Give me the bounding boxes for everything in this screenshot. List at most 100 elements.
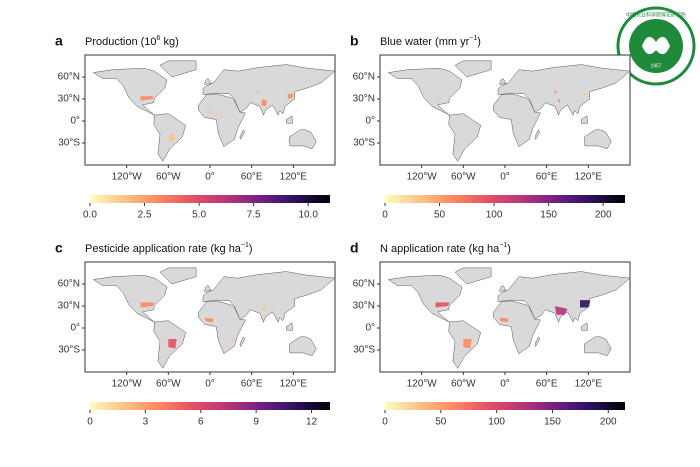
x-tick-label: 0° <box>205 379 215 390</box>
crop-area <box>463 339 472 349</box>
land <box>288 129 317 150</box>
crop-area <box>435 96 440 99</box>
x-tick-label: 60°E <box>241 379 263 390</box>
colorbar-tick-label: 0.0 <box>83 210 97 221</box>
y-tick-label: 30°S <box>353 345 375 356</box>
title-part: −1 <box>469 35 477 42</box>
y-tick-label: 30°N <box>353 94 375 105</box>
land <box>202 64 336 116</box>
y-tick-label: 0° <box>365 116 375 127</box>
land <box>288 336 317 357</box>
land <box>448 113 481 162</box>
colorbar-tick-label: 3 <box>143 417 149 428</box>
title-part: ) <box>249 243 253 255</box>
y-tick-label: 60°N <box>58 279 80 290</box>
y-tick-label: 60°N <box>353 279 375 290</box>
crop-area <box>435 302 450 308</box>
title-part: Production (10 <box>85 36 157 48</box>
crop-area <box>553 90 558 94</box>
colorbar-tick-label: 0 <box>382 417 388 428</box>
x-tick-label: 60°W <box>156 172 181 183</box>
land <box>286 322 293 331</box>
land <box>239 336 246 347</box>
colorbar-tick-label: 150 <box>544 417 561 428</box>
crop-area <box>262 306 267 312</box>
logo-year: 1957 <box>650 63 661 69</box>
title-part: Pesticide application rate (kg ha <box>85 243 242 255</box>
land <box>454 267 492 285</box>
y-tick-label: 60°N <box>58 72 80 83</box>
crop-area <box>287 93 294 99</box>
logo: 中国农业科学院棉花研究所 1957 <box>616 6 696 86</box>
colorbar-tick-label: 150 <box>540 210 557 221</box>
panel-letter: a <box>55 33 63 49</box>
land <box>583 336 612 357</box>
y-tick-label: 0° <box>70 323 80 334</box>
panel-letter: b <box>350 33 359 49</box>
colorbar-tick-label: 50 <box>435 417 447 428</box>
x-tick-label: 120°W <box>407 172 438 183</box>
x-tick-label: 120°W <box>112 172 143 183</box>
y-tick-label: 0° <box>365 323 375 334</box>
panel-title: Pesticide application rate (kg ha−1) <box>85 242 253 255</box>
land <box>499 78 507 85</box>
colorbar-tick-label: 200 <box>595 210 612 221</box>
crop-area <box>168 339 177 349</box>
crop-area <box>206 110 214 114</box>
colorbar <box>90 195 330 203</box>
colorbar <box>90 402 330 410</box>
colorbar <box>385 402 625 410</box>
crop-area <box>168 134 176 142</box>
title-part: Blue water (mm yr <box>380 36 470 48</box>
title-part: −1 <box>499 242 507 249</box>
crop-area <box>204 317 214 323</box>
crop-area <box>605 346 610 352</box>
crop-area <box>580 300 590 308</box>
colorbar-tick-label: 9 <box>253 417 259 428</box>
land <box>204 285 212 292</box>
land <box>492 93 541 148</box>
land <box>454 60 492 78</box>
colorbar-tick-label: 2.5 <box>138 210 152 221</box>
crop-area <box>140 96 154 101</box>
panel-letter: d <box>350 240 359 256</box>
colorbar <box>385 195 625 203</box>
x-tick-label: 60°E <box>536 172 558 183</box>
colorbar-tick-label: 0 <box>382 210 388 221</box>
y-tick-label: 60°N <box>353 72 375 83</box>
colorbar-tick-label: 100 <box>486 210 503 221</box>
title-part: 6 <box>157 35 161 42</box>
panel-letter: c <box>55 240 63 256</box>
crop-area <box>261 99 267 107</box>
land <box>92 67 168 116</box>
x-tick-label: 0° <box>500 379 510 390</box>
colorbar-tick-label: 7.5 <box>247 210 261 221</box>
x-tick-label: 120°W <box>407 379 438 390</box>
x-tick-label: 60°W <box>156 379 181 390</box>
x-tick-label: 120°E <box>280 172 308 183</box>
x-tick-label: 60°W <box>451 379 476 390</box>
land <box>286 115 293 124</box>
land <box>497 271 631 323</box>
x-tick-label: 60°E <box>536 379 558 390</box>
colorbar-tick-label: 200 <box>600 417 617 428</box>
crop-area <box>555 306 568 315</box>
land <box>202 271 336 323</box>
colorbar-tick-label: 5.0 <box>192 210 206 221</box>
y-tick-label: 30°N <box>353 301 375 312</box>
land <box>534 129 541 140</box>
land <box>387 274 463 323</box>
land <box>581 322 588 331</box>
colorbar-tick-label: 10.0 <box>298 210 318 221</box>
land <box>499 285 507 292</box>
colorbar-tick-label: 50 <box>434 210 446 221</box>
panel-title: N application rate (kg ha−1) <box>380 242 511 255</box>
y-tick-label: 30°S <box>353 138 375 149</box>
land <box>581 115 588 124</box>
crop-area <box>499 317 509 323</box>
x-tick-label: 60°E <box>241 172 263 183</box>
panel-title: Blue water (mm yr−1) <box>380 35 481 48</box>
y-tick-label: 0° <box>70 116 80 127</box>
crop-area <box>557 99 561 104</box>
